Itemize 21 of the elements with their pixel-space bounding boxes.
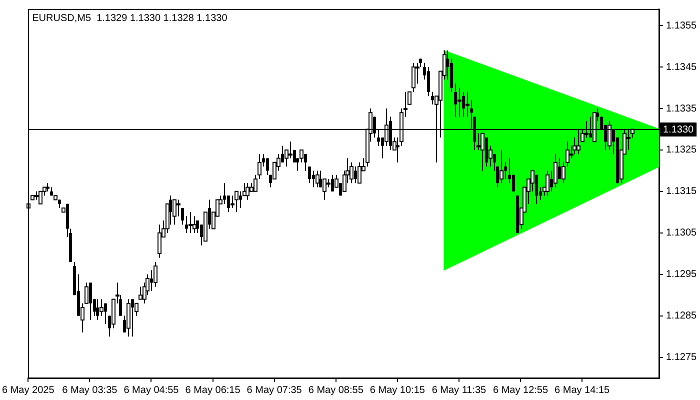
y-tick-label: 1.1325 <box>666 144 698 156</box>
y-tick-label: 1.1305 <box>666 228 698 239</box>
y-tick-label: 1.1335 <box>666 103 698 114</box>
y-tick-label: 1.1345 <box>666 62 698 73</box>
x-tick-label: 6 May 12:55 <box>492 384 548 396</box>
x-tick-label: 6 May 04:55 <box>124 384 180 396</box>
y-tick-label: 1.1355 <box>666 20 698 32</box>
x-tick-label: 6 May 08:55 <box>308 384 364 396</box>
x-tick-label: 6 May 03:35 <box>62 384 118 396</box>
x-tick-label: 6 May 2025 <box>2 384 55 396</box>
y-tick-label: 1.1285 <box>666 310 698 322</box>
x-tick-label: 6 May 11:35 <box>432 384 487 396</box>
chart-title: EURUSD,M5 1.1329 1.1330 1.1328 1.1330 <box>32 12 228 24</box>
y-tick-label: 1.1315 <box>666 186 698 198</box>
x-tick-label: 6 May 07:35 <box>246 384 302 396</box>
ref-line-label: 1.1330 <box>663 124 694 136</box>
x-tick-label: 6 May 14:15 <box>554 384 610 396</box>
x-tick-label: 6 May 10:15 <box>370 384 426 396</box>
x-tick-label: 6 May 06:15 <box>185 384 241 396</box>
y-tick-label: 1.1295 <box>666 269 698 280</box>
y-tick-label: 1.1275 <box>666 352 698 364</box>
